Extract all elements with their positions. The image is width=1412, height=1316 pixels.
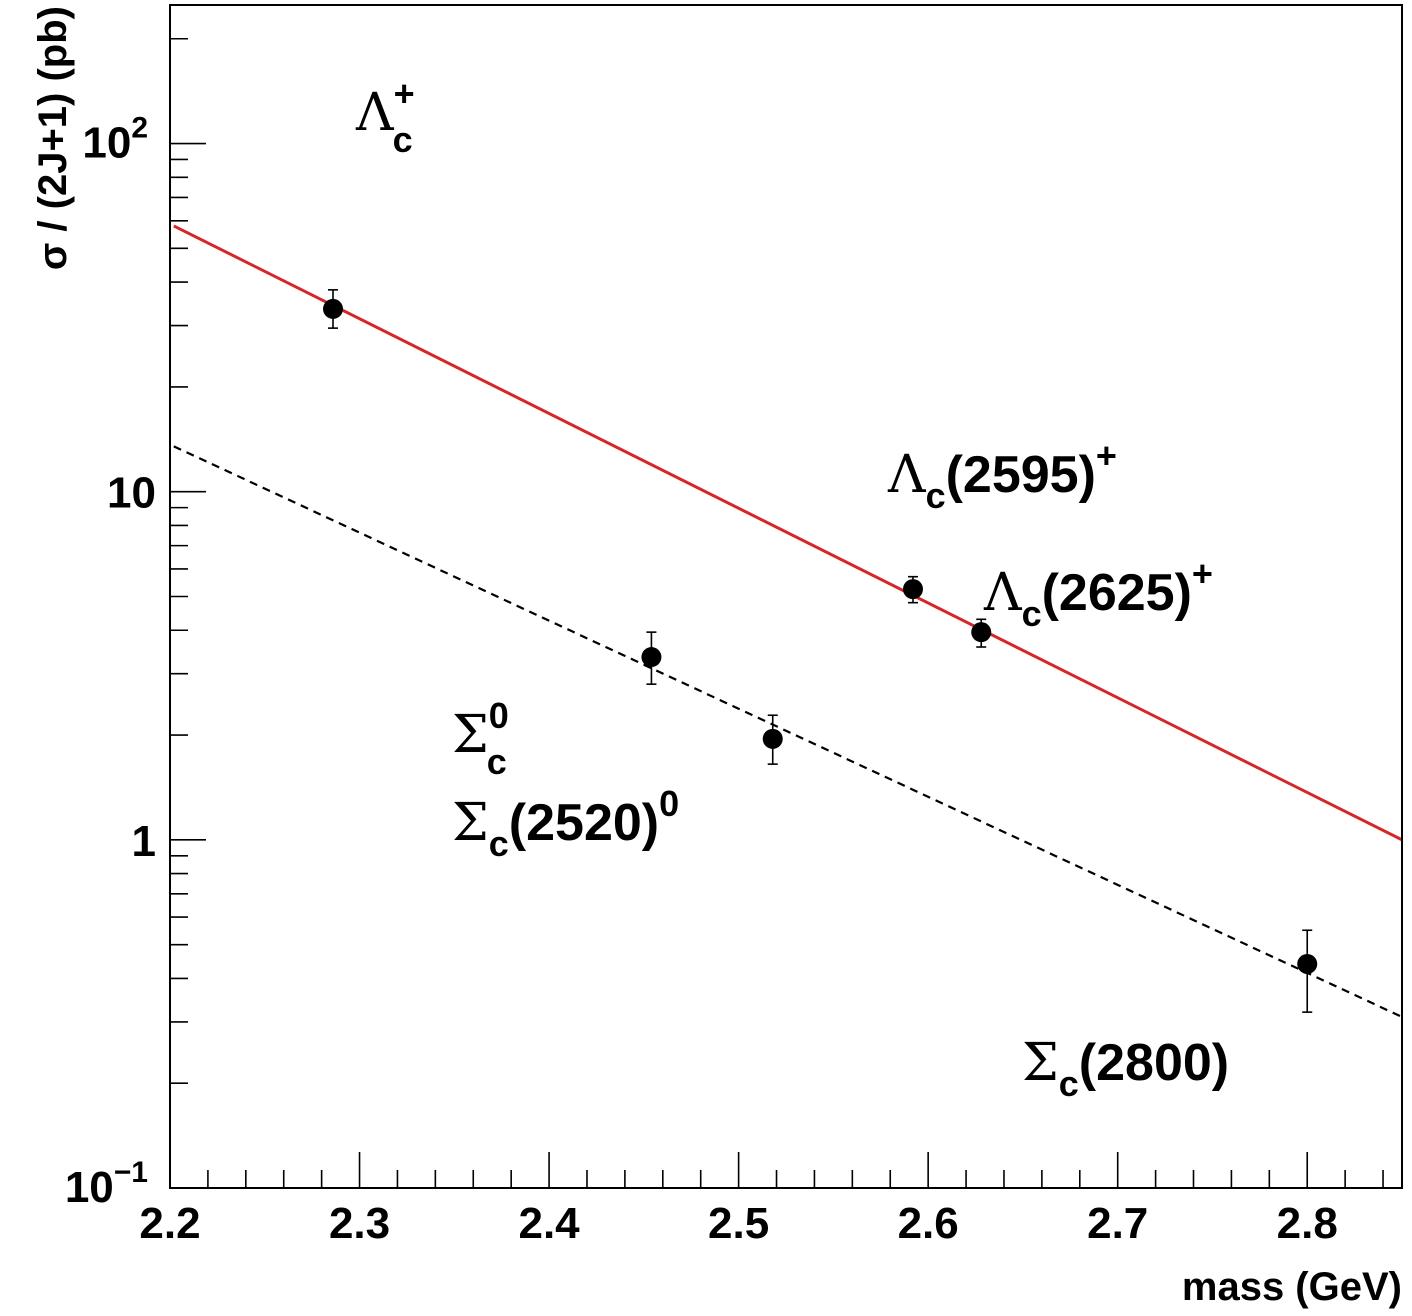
label-lambda-c-2595: Λc(2595)+ — [887, 435, 1117, 516]
x-tick-label: 2.3 — [329, 1199, 390, 1248]
data-point — [641, 631, 662, 685]
data-point — [1297, 929, 1318, 1013]
marker — [902, 579, 923, 600]
x-tick-label: 2.4 — [518, 1199, 580, 1248]
label-lambda-c-2625: Λc(2625)+ — [983, 553, 1213, 634]
x-tick-label: 2.7 — [1087, 1199, 1148, 1248]
x-tick-label: 2.6 — [898, 1199, 959, 1248]
y-tick-label: 102 — [82, 112, 148, 168]
marker — [1297, 953, 1318, 974]
data-point — [323, 289, 344, 329]
marker — [323, 298, 344, 319]
label-sigma-c-2800: Σc(2800) — [1022, 1033, 1229, 1104]
y-tick-label: 10−1 — [65, 1156, 148, 1212]
y-tick-labels: 10−1 1 10 102 — [65, 112, 156, 1212]
y-tick-label: 1 — [132, 817, 156, 866]
x-tick-labels: 2.2 2.3 2.4 2.5 2.6 2.7 2.8 — [139, 1199, 1337, 1248]
label-sigma-c-2520: Σc(2520)0 — [452, 783, 679, 864]
marker — [641, 647, 662, 668]
data-points — [323, 289, 1318, 1013]
x-tick-label: 2.5 — [708, 1199, 769, 1248]
x-tick-label: 2.8 — [1277, 1199, 1338, 1248]
plot-frame — [169, 4, 1403, 1189]
data-point — [971, 618, 992, 648]
data-point — [902, 575, 923, 604]
x-tick-label: 2.2 — [139, 1199, 200, 1248]
y-axis-title: σ / (2J+1) (pb) — [31, 6, 75, 270]
data-point — [762, 714, 783, 765]
axis-ticks — [169, 37, 1384, 1189]
fit-lines — [173, 224, 1403, 1018]
y-tick-label: 10 — [107, 469, 156, 518]
fit-line-solid — [173, 224, 1403, 842]
marker — [762, 728, 783, 749]
particle-labels: Λ+ c Λc(2595)+ Λc(2625)+ Σ0 cΣc(2520)0 Σc(2800… — [355, 73, 1229, 1104]
label-lambda-c-plus: Λ+ c — [355, 73, 415, 160]
fit-line-dashed — [173, 445, 1403, 1018]
x-axis-title: mass (GeV) — [1182, 1265, 1402, 1309]
marker — [971, 622, 992, 643]
label-sigma-c-0: Σ0 c — [452, 695, 509, 782]
